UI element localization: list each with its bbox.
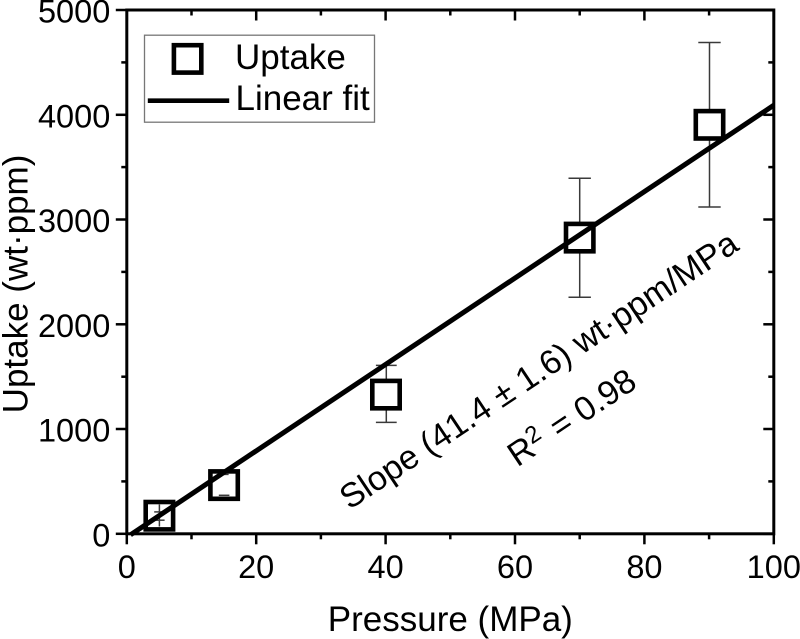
svg-text:5000: 5000 bbox=[38, 0, 110, 30]
svg-text:2000: 2000 bbox=[38, 308, 110, 344]
svg-text:40: 40 bbox=[368, 549, 404, 585]
svg-text:60: 60 bbox=[497, 549, 533, 585]
svg-text:20: 20 bbox=[238, 549, 274, 585]
svg-text:1000: 1000 bbox=[38, 413, 110, 449]
svg-text:Linear fit: Linear fit bbox=[236, 79, 371, 118]
svg-text:80: 80 bbox=[626, 549, 662, 585]
svg-text:4000: 4000 bbox=[38, 98, 110, 134]
svg-text:100: 100 bbox=[747, 549, 800, 585]
svg-text:0: 0 bbox=[118, 549, 136, 585]
svg-text:Uptake (wt·ppm): Uptake (wt·ppm) bbox=[0, 155, 36, 414]
svg-text:3000: 3000 bbox=[38, 203, 110, 239]
svg-text:Uptake: Uptake bbox=[235, 38, 346, 77]
svg-text:Pressure (MPa): Pressure (MPa) bbox=[328, 600, 573, 639]
svg-text:0: 0 bbox=[92, 517, 110, 553]
